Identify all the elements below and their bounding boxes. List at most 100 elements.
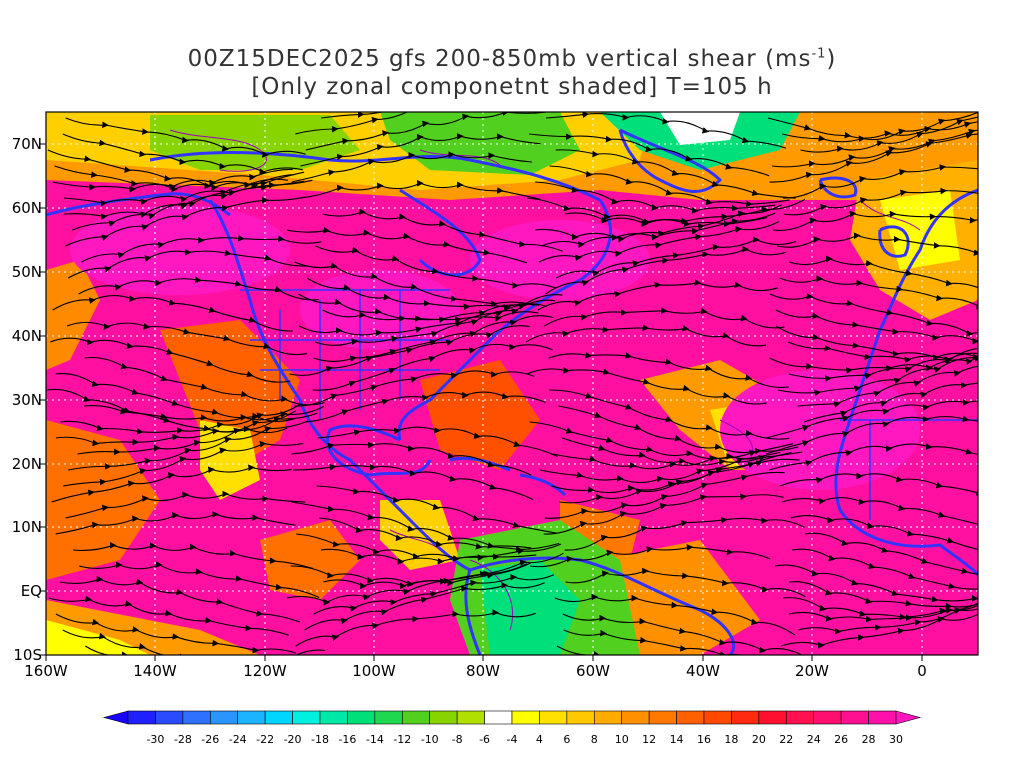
colorbar-label: -16 bbox=[338, 733, 357, 746]
streamline bbox=[779, 275, 978, 310]
colorbar-swatch bbox=[785, 710, 815, 725]
colorbar-swatch bbox=[347, 710, 376, 725]
colorbar-label: -24 bbox=[228, 733, 247, 746]
colorbar-label: 26 bbox=[834, 733, 849, 746]
colorbar-label: 12 bbox=[642, 733, 657, 746]
streamline bbox=[62, 629, 266, 655]
streamline bbox=[293, 463, 534, 501]
colorbar-swatch bbox=[511, 710, 540, 725]
streamline bbox=[783, 187, 978, 216]
chart-title-line1: 00Z15DEC2025 gfs 200-850mb vertical shea… bbox=[187, 46, 837, 72]
colorbar-label: 6 bbox=[563, 733, 571, 746]
lon-label: 160W bbox=[24, 662, 68, 680]
streamline bbox=[769, 132, 978, 183]
plot-frame bbox=[45, 111, 979, 656]
streamline bbox=[781, 497, 978, 528]
streamline bbox=[59, 575, 301, 623]
colorbar-label: -26 bbox=[201, 733, 220, 746]
colorbar-swatch bbox=[868, 710, 897, 725]
colorbar-label: -4 bbox=[506, 733, 518, 746]
streamline bbox=[65, 490, 306, 519]
streamline bbox=[563, 629, 767, 655]
colorbar-swatch bbox=[484, 710, 513, 725]
streamline bbox=[777, 232, 978, 256]
colorbar-swatch bbox=[648, 710, 677, 725]
axis-ticks bbox=[40, 143, 923, 661]
colorbar-label: -18 bbox=[311, 733, 329, 746]
streamline bbox=[52, 295, 293, 332]
colorbar-swatch bbox=[703, 710, 732, 725]
colorbar-label: 20 bbox=[751, 733, 766, 746]
streamline bbox=[530, 544, 771, 568]
streamline bbox=[565, 567, 806, 598]
colorbar-swatch bbox=[182, 710, 211, 725]
lat-label: 30N bbox=[11, 391, 42, 409]
colorbar-over-arrow bbox=[895, 710, 922, 725]
colorbar-label: 16 bbox=[697, 733, 711, 746]
colorbar-label: -28 bbox=[173, 733, 192, 746]
lon-label: 120W bbox=[243, 662, 287, 680]
colorbar-swatch bbox=[813, 710, 842, 725]
streamline bbox=[525, 324, 767, 347]
colorbar-swatch bbox=[292, 710, 321, 725]
colorbar-swatch bbox=[593, 710, 623, 725]
streamline bbox=[537, 279, 779, 311]
colorbar-label: -10 bbox=[420, 733, 439, 746]
lon-label: 0 bbox=[917, 662, 927, 680]
streamline bbox=[295, 112, 499, 135]
streamline bbox=[305, 391, 546, 423]
colorbar-swatch bbox=[758, 710, 787, 725]
streamline bbox=[782, 164, 978, 199]
lat-label: 10N bbox=[11, 518, 42, 536]
streamline bbox=[321, 112, 525, 119]
streamline bbox=[322, 208, 563, 252]
lat-label: 50N bbox=[11, 263, 42, 281]
colorbar-swatch bbox=[539, 710, 568, 725]
streamline bbox=[564, 516, 805, 551]
streamline bbox=[543, 493, 784, 535]
colorbar-under-arrow bbox=[102, 710, 129, 725]
colorbar-label: 14 bbox=[669, 733, 684, 746]
colorbar-swatch bbox=[429, 710, 458, 725]
streamline bbox=[781, 609, 978, 649]
lat-label: 10S bbox=[13, 646, 42, 664]
colorbar-label: 8 bbox=[590, 733, 598, 746]
streamline bbox=[317, 426, 558, 457]
colorbar-label: 18 bbox=[724, 733, 739, 746]
streamline bbox=[67, 249, 309, 279]
lat-label: 40N bbox=[11, 327, 42, 345]
colorbar-label: 28 bbox=[861, 733, 876, 746]
colorbar-label: 10 bbox=[614, 733, 629, 746]
colorbar-swatch bbox=[621, 710, 650, 725]
lat-label: 20N bbox=[11, 455, 42, 473]
streamline bbox=[765, 415, 978, 455]
colorbar-label: -12 bbox=[393, 733, 412, 746]
colorbar-label: -8 bbox=[451, 733, 463, 746]
streamlines bbox=[47, 112, 978, 655]
colorbar-swatch bbox=[264, 710, 293, 725]
lon-label: 60W bbox=[576, 662, 610, 680]
colorbar-label: 24 bbox=[806, 733, 821, 746]
lon-label: 100W bbox=[352, 662, 396, 680]
colorbar-label: 30 bbox=[889, 733, 903, 746]
colorbar-swatch bbox=[319, 710, 348, 725]
colorbar-swatch bbox=[676, 710, 705, 725]
streamline bbox=[291, 151, 532, 183]
lon-label: 20W bbox=[795, 662, 829, 680]
lat-label: 60N bbox=[11, 199, 42, 217]
streamline bbox=[51, 464, 292, 503]
colorbar-swatch bbox=[374, 710, 403, 725]
streamline bbox=[295, 609, 536, 647]
streamline bbox=[769, 443, 978, 471]
streamline bbox=[55, 511, 296, 535]
streamline bbox=[294, 370, 535, 407]
streamline bbox=[789, 255, 978, 296]
colorbar bbox=[102, 710, 922, 725]
streamline bbox=[790, 515, 978, 555]
colorbar-label: -30 bbox=[146, 733, 165, 746]
streamline bbox=[544, 307, 785, 329]
lon-label: 40W bbox=[686, 662, 720, 680]
streamline bbox=[779, 472, 978, 496]
lat-label: EQ bbox=[20, 582, 42, 600]
